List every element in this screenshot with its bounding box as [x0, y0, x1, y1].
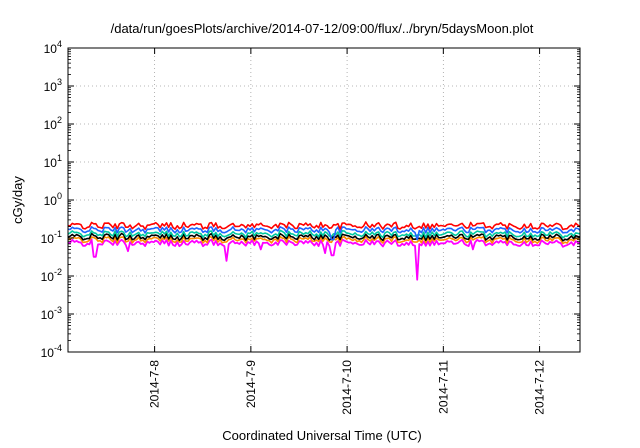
y-tick-label: 10-2 [41, 267, 62, 284]
y-tick-label: 10-3 [41, 305, 62, 322]
y-tick-label: 101 [44, 153, 62, 170]
series-line [67, 221, 581, 231]
series-line [67, 229, 581, 239]
x-tick-label: 2014-7-9 [244, 360, 258, 408]
series-group [67, 221, 581, 281]
series-line [67, 226, 581, 241]
y-axis-label: cGy/day [10, 176, 25, 224]
grid [68, 48, 580, 352]
y-tick-label: 10-1 [41, 229, 62, 246]
x-axis-label: Coordinated Universal Time (UTC) [222, 428, 421, 443]
y-tick-label: 100 [44, 191, 62, 208]
x-tick-label: 2014-7-8 [148, 360, 162, 408]
x-axis: 2014-7-8 2014-7-9 2014-7-10 2014-7-11 2014-7… [148, 48, 547, 415]
y-tick-label: 103 [44, 77, 62, 94]
x-tick-label: 2014-7-12 [533, 360, 547, 415]
y-tick-label: 102 [44, 115, 62, 132]
y-tick-label: 104 [44, 39, 62, 56]
chart-title: /data/run/goesPlots/archive/2014-07-12/0… [111, 21, 534, 36]
series-line [67, 235, 581, 245]
series-line [67, 238, 581, 281]
y-axis: 10-4 10-3 10-2 10-1 100 101 102 103 104 [41, 39, 580, 360]
series-line [67, 232, 581, 242]
y-tick-label: 10-4 [41, 343, 62, 360]
x-tick-label: 2014-7-10 [340, 360, 354, 415]
x-tick-label: 2014-7-11 [436, 360, 450, 414]
